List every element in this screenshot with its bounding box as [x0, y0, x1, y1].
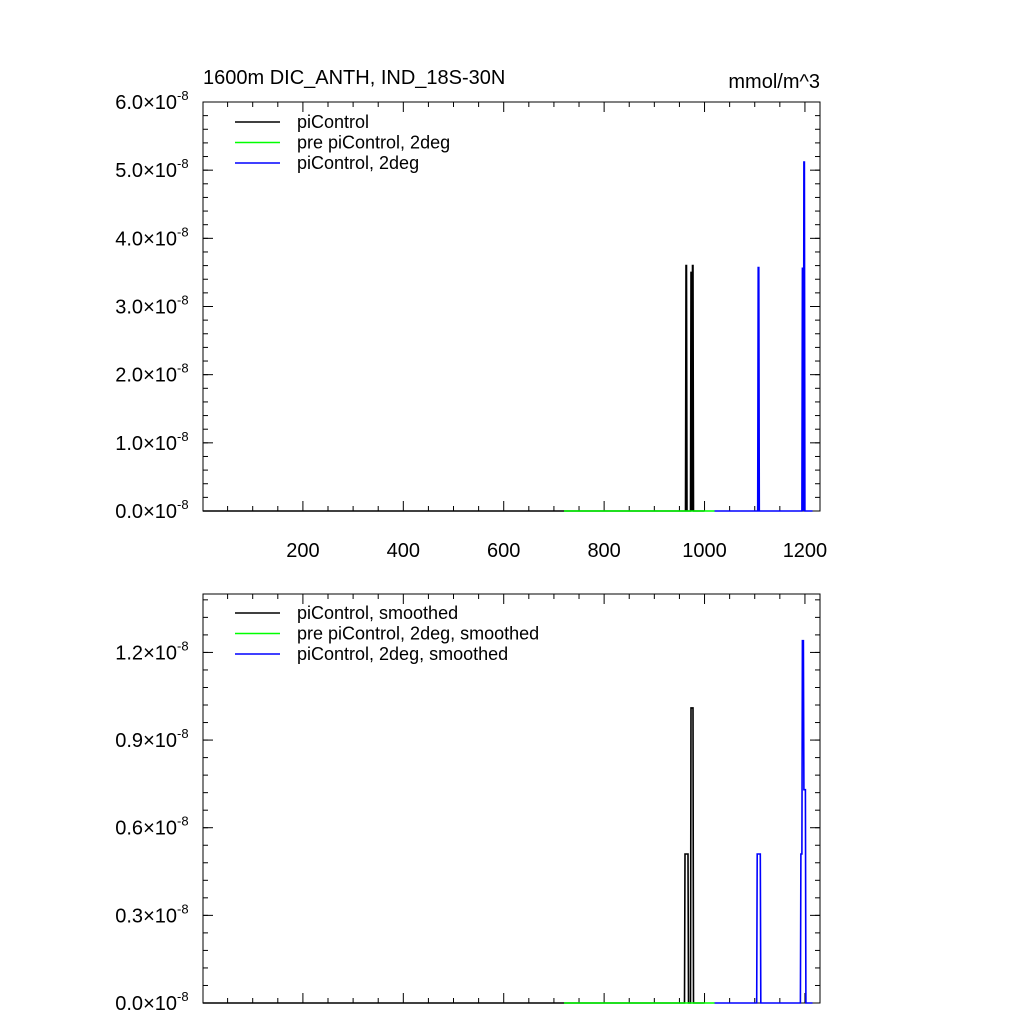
y-tick-times: ×10	[143, 501, 177, 523]
y-tick-mantissa: 6.0	[115, 92, 143, 114]
y-tick-label: 6.0×10	[115, 92, 177, 114]
y-tick-times: ×10	[143, 228, 177, 250]
x-tick-label: 600	[487, 540, 520, 562]
y-tick-label: 0.0×10	[115, 993, 177, 1015]
y-tick-mantissa: 0.3	[115, 905, 143, 927]
x-tick-label: 1200	[783, 540, 828, 562]
y-tick-exponent: -8	[177, 497, 189, 512]
series-line-0	[203, 264, 705, 512]
y-tick-label: 5.0×10	[115, 160, 177, 182]
y-tick-exponent: -8	[177, 429, 189, 444]
y-tick-times: ×10	[143, 818, 177, 840]
series-line-2	[714, 161, 813, 512]
series-line-0	[203, 707, 705, 1004]
y-tick-exponent: -8	[177, 156, 189, 171]
legend-label-2: piControl, 2deg, smoothed	[297, 644, 508, 664]
y-tick-times: ×10	[143, 92, 177, 114]
units-label: mmol/m^3	[728, 71, 820, 93]
y-tick-times: ×10	[143, 905, 177, 927]
y-tick-exponent: -8	[177, 361, 189, 376]
legend-label-1: pre piControl, 2deg	[297, 133, 450, 153]
y-tick-mantissa: 4.0	[115, 228, 143, 250]
plot-frame	[202, 101, 821, 512]
y-tick-exponent: -8	[177, 293, 189, 308]
y-tick-times: ×10	[143, 730, 177, 752]
y-tick-exponent: -8	[177, 88, 189, 103]
y-tick-mantissa: 2.0	[115, 365, 143, 387]
top-panel: 0.0×10 -81.0×10 -82.0×10 -83.0×10 -84.0×10 -8…	[115, 88, 827, 562]
y-tick-label: 0.0×10	[115, 501, 177, 523]
y-tick-mantissa: 3.0	[115, 297, 143, 319]
series-line-2	[714, 639, 813, 1004]
y-tick-mantissa: 0.9	[115, 730, 143, 752]
y-tick-mantissa: 0.6	[115, 818, 143, 840]
y-tick-exponent: -8	[177, 901, 189, 916]
y-tick-exponent: -8	[177, 726, 189, 741]
y-tick-mantissa: 0.0	[115, 993, 143, 1015]
x-tick-label: 200	[286, 540, 319, 562]
x-tick-label: 400	[387, 540, 420, 562]
bottom-panel: 0.0×10 -80.3×10 -80.6×10 -80.9×10 -81.2×10 -8…	[115, 593, 821, 1015]
y-tick-label: 1.2×10	[115, 642, 177, 664]
y-tick-label: 2.0×10	[115, 365, 177, 387]
y-tick-label: 0.9×10	[115, 730, 177, 752]
legend-label-0: piControl	[297, 112, 369, 132]
y-tick-mantissa: 1.2	[115, 642, 143, 664]
x-tick-label: 1000	[682, 540, 727, 562]
y-tick-label: 4.0×10	[115, 228, 177, 250]
y-tick-mantissa: 0.0	[115, 501, 143, 523]
legend-label-2: piControl, 2deg	[297, 153, 419, 173]
legend-label-0: piControl, smoothed	[297, 603, 458, 623]
y-tick-exponent: -8	[177, 989, 189, 1004]
y-tick-times: ×10	[143, 297, 177, 319]
x-tick-label: 800	[587, 540, 620, 562]
y-tick-times: ×10	[143, 365, 177, 387]
y-tick-mantissa: 1.0	[115, 433, 143, 455]
y-tick-times: ×10	[143, 642, 177, 664]
chart-title: 1600m DIC_ANTH, IND_18S-30N	[203, 67, 505, 89]
legend-label-1: pre piControl, 2deg, smoothed	[297, 624, 539, 644]
y-tick-label: 0.3×10	[115, 905, 177, 927]
y-tick-exponent: -8	[177, 638, 189, 653]
y-tick-exponent: -8	[177, 224, 189, 239]
y-tick-label: 0.6×10	[115, 818, 177, 840]
y-tick-times: ×10	[143, 993, 177, 1015]
y-tick-exponent: -8	[177, 814, 189, 829]
y-tick-times: ×10	[143, 433, 177, 455]
plot-frame	[202, 593, 821, 1004]
y-tick-mantissa: 5.0	[115, 160, 143, 182]
y-tick-label: 3.0×10	[115, 297, 177, 319]
y-tick-label: 1.0×10	[115, 433, 177, 455]
y-tick-times: ×10	[143, 160, 177, 182]
